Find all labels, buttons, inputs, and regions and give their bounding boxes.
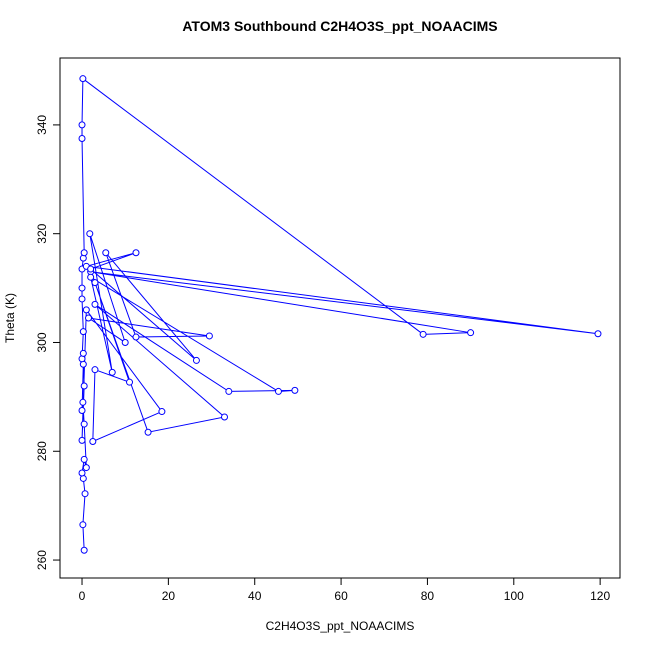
y-tick-label: 280: [35, 441, 49, 461]
data-point: [80, 420, 88, 428]
x-tick-label: 120: [590, 589, 610, 603]
x-tick-label: 100: [504, 589, 524, 603]
data-point: [86, 230, 94, 238]
data-point: [225, 387, 233, 395]
data-point: [91, 366, 99, 374]
y-axis-label: Theta (K): [3, 293, 17, 343]
data-point: [78, 436, 86, 444]
x-tick-label: 60: [334, 589, 348, 603]
data-point: [274, 387, 282, 395]
data-point: [80, 249, 88, 257]
data-point: [594, 330, 602, 338]
data-point: [291, 386, 299, 394]
data-point: [87, 273, 95, 281]
data-point: [82, 464, 90, 472]
data-point: [91, 279, 99, 287]
data-point: [79, 521, 87, 529]
data-point: [79, 75, 87, 83]
data-point: [144, 428, 152, 436]
x-tick-label: 20: [162, 589, 176, 603]
y-tick-label: 320: [35, 223, 49, 243]
data-point: [82, 306, 90, 314]
data-point: [108, 368, 116, 376]
chart-title: ATOM3 Southbound C2H4O3S_ppt_NOAACIMS: [182, 18, 497, 34]
data-point: [87, 265, 95, 273]
data-point: [89, 437, 97, 445]
plot-frame: [59, 57, 621, 579]
x-tick-label: 80: [421, 589, 435, 603]
data-point: [79, 349, 87, 357]
data-point: [132, 333, 140, 341]
data-point: [79, 398, 87, 406]
data-point: [78, 121, 86, 129]
y-tick-label: 300: [35, 332, 49, 352]
data-point: [79, 328, 87, 336]
data-point: [81, 490, 89, 498]
data-point: [126, 378, 134, 386]
data-point: [419, 330, 427, 338]
y-tick-label: 260: [35, 550, 49, 570]
data-point: [158, 408, 166, 416]
x-axis-label: C2H4O3S_ppt_NOAACIMS: [266, 619, 415, 633]
x-tick-label: 0: [79, 589, 86, 603]
data-point: [467, 329, 475, 337]
data-point: [91, 300, 99, 308]
data-point: [80, 455, 88, 463]
data-point: [80, 382, 88, 390]
data-point: [84, 314, 92, 322]
data-point: [192, 356, 200, 364]
data-line: [81, 77, 599, 551]
data-point: [80, 546, 88, 554]
data-point: [221, 413, 229, 421]
x-tick-label: 40: [248, 589, 262, 603]
y-tick-label: 340: [35, 115, 49, 135]
data-point: [78, 135, 86, 143]
data-point: [121, 338, 129, 346]
data-point: [78, 406, 86, 414]
data-point: [78, 284, 86, 292]
data-point: [102, 249, 110, 257]
data-point: [78, 295, 86, 303]
data-point: [205, 332, 213, 340]
data-point: [78, 469, 86, 477]
data-point: [132, 249, 140, 257]
